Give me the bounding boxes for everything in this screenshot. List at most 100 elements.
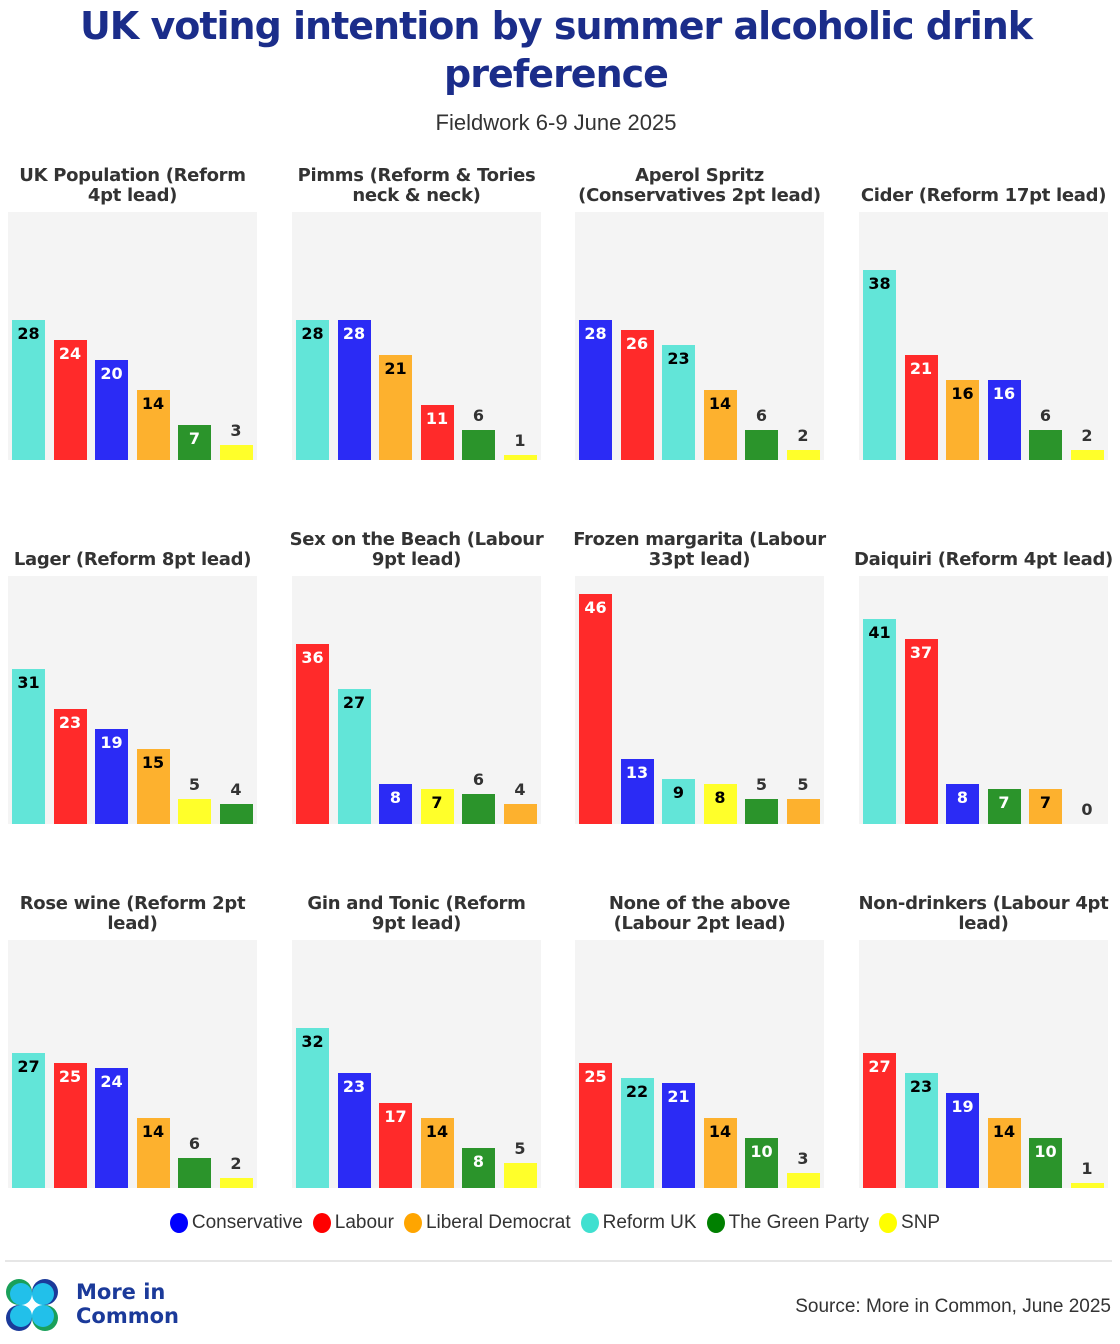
bar-the-green-party — [178, 1158, 211, 1188]
bar-value-label: 27 — [868, 1057, 891, 1076]
panel-title-line: Aperol Spritz — [635, 165, 764, 186]
bar-the-green-party — [987, 789, 1021, 824]
legend-item-labour: Labour — [312, 1212, 394, 1234]
bar-value-label: 1 — [514, 431, 526, 450]
bar-conservative — [987, 380, 1021, 460]
bar-labour — [53, 340, 87, 460]
panel-title: Aperol Spritz (Conservatives 2pt lead) — [565, 166, 835, 206]
panel-plot-area: 31 23 19 15 5 4 — [8, 576, 257, 824]
bar-labour — [620, 330, 654, 460]
bar-liberal-democrat — [420, 1118, 454, 1188]
bar-value-label: 23 — [909, 1077, 933, 1096]
brand-name: More in Common — [76, 1280, 179, 1328]
more-in-common-logo-icon — [6, 1279, 58, 1331]
source-note: Source: More in Common, June 2025 — [795, 1296, 1111, 1317]
bar-labour — [904, 355, 938, 460]
bar-value-label: 21 — [384, 359, 407, 378]
panel-plot-area: 38 21 16 16 6 2 — [859, 212, 1108, 460]
bar-value-label: 8 — [389, 788, 402, 807]
bar-value-label: 23 — [58, 713, 82, 732]
bar-reform-uk — [337, 689, 371, 824]
panel-title-line: Frozen margarita (Labour — [573, 529, 826, 550]
panel-plot-area: 28 24 20 14 7 3 — [8, 212, 257, 460]
panel-title: Frozen margarita (Labour 33pt lead) — [565, 530, 835, 570]
bar-value-label: 36 — [301, 648, 324, 667]
bar-value-label: 9 — [672, 783, 685, 802]
bar-value-label: 38 — [868, 274, 891, 293]
bar-value-label: 46 — [584, 598, 607, 617]
legend-swatch-reform-uk — [580, 1213, 599, 1233]
bar-conservative — [95, 1068, 128, 1188]
bar-value-label: 20 — [100, 364, 123, 383]
bar-the-green-party — [462, 430, 495, 460]
panel-plot-area: 25 22 21 14 10 3 — [575, 940, 824, 1188]
panel-title: Gin and Tonic (Reform 9pt lead) — [282, 894, 552, 934]
bar-value-label: 14 — [141, 394, 165, 413]
panel-title-line: Cider (Reform 17pt lead) — [860, 185, 1107, 206]
panel-title-line: None of the above — [608, 893, 791, 914]
bar-conservative — [337, 1073, 371, 1188]
bar-liberal-democrat — [503, 804, 537, 824]
bar-value-label: 7 — [431, 793, 443, 812]
panel-title: UK Population (Reform 4pt lead) — [0, 166, 268, 206]
bar-the-green-party — [462, 1148, 495, 1188]
bar-value-label: 6 — [1039, 406, 1052, 425]
bar-the-green-party — [745, 799, 778, 824]
bar-value-label: 37 — [909, 643, 933, 662]
bar-liberal-democrat — [136, 1118, 170, 1188]
bar-value-label: 3 — [230, 421, 242, 440]
bar-reform-uk — [863, 619, 896, 824]
legend-label: Liberal Democrat — [425, 1212, 571, 1233]
legend-item-snp: SNP — [879, 1212, 940, 1234]
bar-value-label: 6 — [755, 406, 768, 425]
panel-title-line: 9pt lead) — [371, 549, 462, 570]
bar-value-label: 4 — [514, 780, 526, 799]
bar-conservative — [95, 729, 128, 824]
legend-label: SNP — [901, 1212, 941, 1233]
bar-reform-uk — [296, 1028, 329, 1188]
panel-plot-area: 36 27 8 7 6 4 — [292, 576, 541, 824]
bar-snp — [420, 789, 454, 824]
bar-value-label: 8 — [714, 788, 726, 807]
bar-value-label: 7 — [1039, 793, 1052, 812]
bar-snp — [219, 1178, 253, 1188]
bar-snp — [503, 455, 537, 460]
legend-swatch-conservative — [169, 1213, 188, 1233]
bar-value-label: 28 — [17, 324, 40, 343]
panel-title: Cider (Reform 17pt lead) — [849, 186, 1119, 206]
chart-subtitle: Fieldwork 6-9 June 2025 — [435, 110, 677, 135]
bar-conservative — [95, 360, 128, 460]
panel-title: Rose wine (Reform 2pt lead) — [0, 894, 268, 934]
bar-snp — [786, 450, 820, 460]
legend-label: Reform UK — [602, 1212, 697, 1233]
bar-liberal-democrat — [136, 749, 170, 824]
legend-item-reform-uk: Reform UK — [580, 1212, 697, 1234]
panel-title-line: Daiquiri (Reform 4pt lead) — [854, 549, 1113, 570]
bar-value-label: 2 — [230, 1154, 242, 1173]
bar-value-label: 28 — [301, 324, 324, 343]
bar-conservative — [946, 1093, 979, 1188]
bar-snp — [503, 1163, 537, 1188]
panel-plot-area: 32 23 17 14 8 5 — [292, 940, 541, 1188]
bar-reform-uk — [662, 779, 695, 824]
panel-title-line: Sex on the Beach (Labour — [289, 529, 544, 550]
bar-value-label: 15 — [141, 753, 165, 772]
bar-value-label: 5 — [797, 775, 809, 794]
bar-labour — [420, 405, 454, 460]
bar-value-label: 16 — [951, 384, 974, 403]
panel-title-line: (Conservatives 2pt lead) — [578, 185, 821, 206]
bar-value-label: 6 — [472, 770, 485, 789]
bar-value-label: 7 — [188, 429, 201, 448]
bar-value-label: 14 — [141, 1122, 165, 1141]
panel-title-line: (Labour 2pt lead) — [613, 913, 786, 934]
panel-title-line: Gin and Tonic (Reform — [307, 893, 526, 914]
bar-value-label: 21 — [909, 359, 933, 378]
bar-the-green-party — [745, 430, 778, 460]
bar-value-label: 22 — [625, 1082, 649, 1101]
bar-value-label: 5 — [188, 775, 201, 794]
panel-title-line: 33pt lead) — [648, 549, 751, 570]
legend: Conservative Labour Liberal Democrat Ref… — [0, 1212, 1120, 1234]
legend-label: The Green Party — [728, 1212, 870, 1233]
panel-title-line: lead) — [107, 913, 158, 934]
bar-value-label: 13 — [625, 763, 649, 782]
